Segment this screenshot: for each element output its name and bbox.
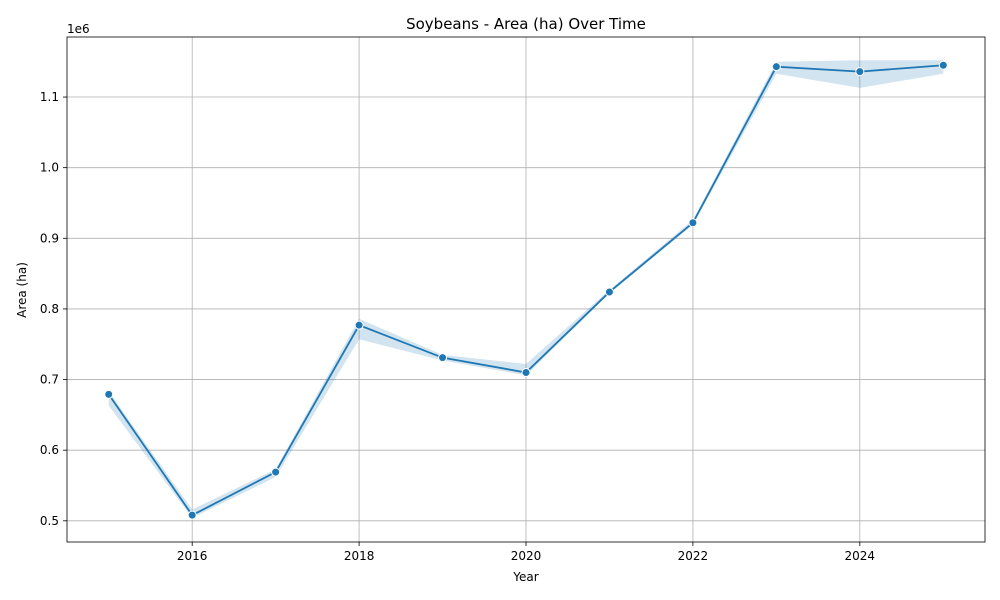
data-points-layer	[104, 60, 948, 520]
y-tick-label: 1.0	[40, 161, 59, 175]
x-tick-label: 2020	[511, 549, 542, 563]
y-axis-offset-label: 1e6	[67, 22, 90, 36]
x-tick-label: 2018	[344, 549, 375, 563]
data-point	[438, 353, 448, 363]
x-tick-label: 2022	[678, 549, 709, 563]
y-axis-label: Area (ha)	[15, 262, 29, 318]
y-tick-label: 0.8	[40, 302, 59, 316]
y-tick-label: 1.1	[40, 90, 59, 104]
data-point	[938, 60, 948, 70]
x-axis-ticks: 2016 2018 2020 2022 2024	[177, 542, 875, 563]
chart-title: Soybeans - Area (ha) Over Time	[406, 15, 646, 33]
confidence-band-layer	[108, 60, 944, 518]
y-tick-label: 0.9	[40, 231, 59, 245]
data-point	[271, 467, 281, 477]
x-tick-label: 2016	[177, 549, 208, 563]
confidence-band	[108, 60, 944, 518]
data-point	[354, 320, 364, 330]
data-point	[521, 367, 531, 377]
data-point	[187, 510, 197, 520]
y-tick-label: 0.7	[40, 373, 59, 387]
y-tick-label: 0.5	[40, 514, 59, 528]
data-point	[855, 67, 865, 77]
x-axis-label: Year	[512, 570, 538, 584]
data-point	[104, 389, 114, 399]
y-tick-label: 0.6	[40, 443, 59, 457]
data-point	[771, 62, 781, 72]
data-point	[604, 287, 614, 297]
x-tick-label: 2024	[845, 549, 876, 563]
grid	[67, 37, 985, 542]
data-point	[688, 218, 698, 228]
y-axis-ticks: 0.5 0.6 0.7 0.8 0.9 1.0 1.1	[40, 90, 67, 528]
